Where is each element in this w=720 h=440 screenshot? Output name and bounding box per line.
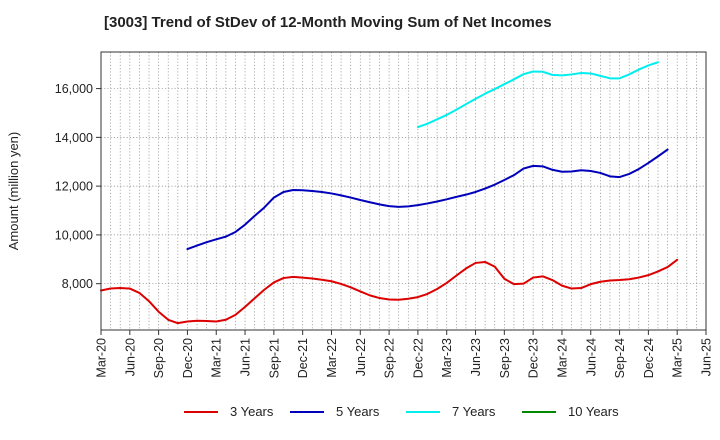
x-axis-ticks: Mar-20 Jun-20 Sep-20 Dec-20 Mar-21 Jun-21 Sep-… xyxy=(95,330,714,378)
legend-item-3-years: 3 Years xyxy=(184,404,273,419)
x-tick-label: Sep-22 xyxy=(383,338,397,378)
x-tick-label: Dec-22 xyxy=(411,338,425,378)
x-tick-label: Sep-21 xyxy=(267,338,281,378)
x-tick-label: Jun-21 xyxy=(239,338,253,376)
x-tick-label: Dec-20 xyxy=(181,338,195,378)
y-tick-label: 14,000 xyxy=(55,131,93,145)
x-tick-label: Mar-20 xyxy=(95,338,109,378)
legend: 3 Years 5 Years 7 Years 10 Years xyxy=(0,404,720,428)
grid xyxy=(101,52,706,330)
x-tick-label: Dec-24 xyxy=(642,338,656,378)
series-line-5-years xyxy=(186,148,669,251)
x-tick-label: Dec-21 xyxy=(296,338,310,378)
legend-label: 3 Years xyxy=(230,404,274,419)
legend-swatch xyxy=(184,410,218,413)
x-tick-label: Mar-21 xyxy=(210,338,224,378)
x-tick-label: Sep-24 xyxy=(613,338,627,378)
x-tick-label: Jun-24 xyxy=(584,338,598,376)
legend-label: 7 Years xyxy=(452,404,496,419)
series-lines xyxy=(100,61,679,325)
legend-item-7-years: 7 Years xyxy=(406,404,495,419)
x-tick-label: Mar-23 xyxy=(440,338,454,378)
x-tick-label: Sep-23 xyxy=(498,338,512,378)
x-tick-label: Jun-23 xyxy=(469,338,483,376)
legend-label: 5 Years xyxy=(336,404,380,419)
series-line-7-years xyxy=(416,61,659,129)
legend-swatch xyxy=(522,410,556,413)
y-axis-ticks: 8,000 10,000 12,000 14,000 16,000 xyxy=(55,82,101,291)
legend-label: 10 Years xyxy=(568,404,619,419)
y-tick-label: 12,000 xyxy=(55,180,93,194)
x-tick-label: Jun-22 xyxy=(354,338,368,376)
chart-title: [3003] Trend of StDev of 12-Month Moving… xyxy=(104,14,552,31)
y-tick-label: 10,000 xyxy=(55,228,93,242)
legend-swatch xyxy=(290,410,324,413)
y-axis-label: Amount (million yen) xyxy=(6,132,21,251)
series-line-3-years xyxy=(100,258,679,325)
x-tick-label: Sep-20 xyxy=(152,338,166,378)
legend-swatch xyxy=(406,410,440,413)
legend-item-10-years: 10 Years xyxy=(522,404,619,419)
x-tick-label: Jun-25 xyxy=(700,338,714,376)
y-tick-label: 16,000 xyxy=(55,82,93,96)
x-tick-label: Dec-23 xyxy=(527,338,541,378)
x-tick-label: Mar-24 xyxy=(555,338,569,378)
legend-item-5-years: 5 Years xyxy=(290,404,379,419)
x-tick-label: Mar-25 xyxy=(671,338,685,378)
x-tick-label: Mar-22 xyxy=(325,338,339,378)
x-tick-label: Jun-20 xyxy=(123,338,137,376)
plot-frame xyxy=(100,51,707,331)
y-tick-label: 8,000 xyxy=(62,277,93,291)
